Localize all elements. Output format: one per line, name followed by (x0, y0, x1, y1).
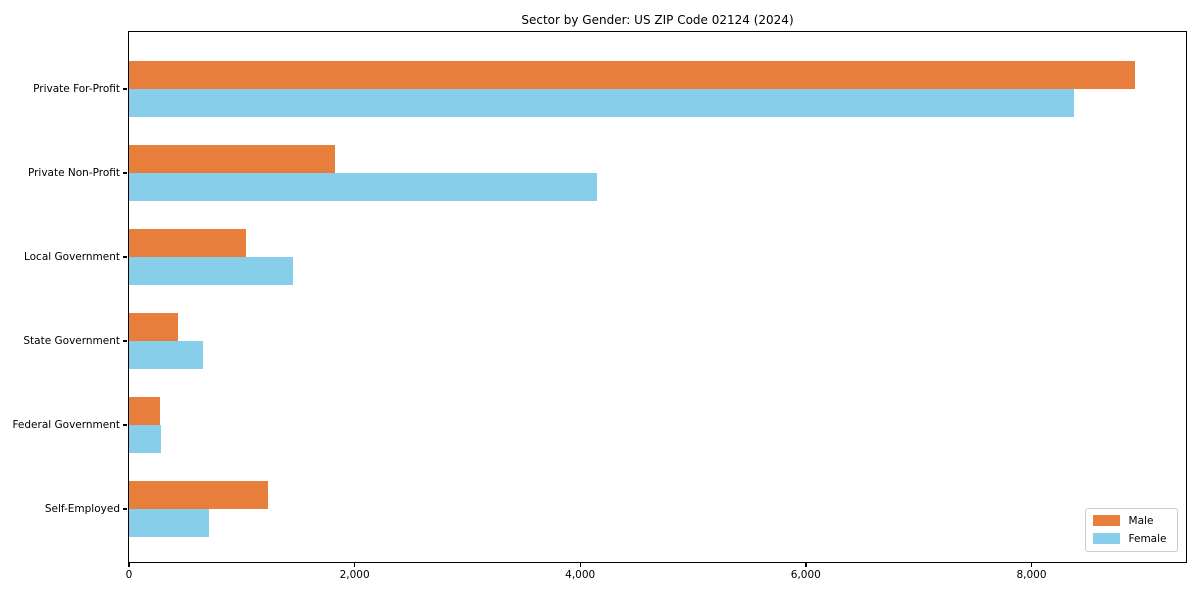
bar-male-1 (128, 144, 335, 173)
x-tick (128, 563, 130, 567)
plot-area: Male Female (127, 30, 1187, 563)
y-tick (123, 88, 127, 90)
y-tick (123, 340, 127, 342)
bar-male-3 (128, 312, 179, 341)
x-tick-label: 0 (125, 569, 133, 581)
y-tick-label: Self-Employed (44, 503, 120, 515)
x-tick-label: 4,000 (565, 569, 596, 581)
y-tick (123, 256, 127, 258)
bar-female-2 (128, 256, 294, 285)
legend-label-male: Male (1128, 514, 1154, 527)
bar-female-0 (128, 88, 1074, 117)
bar-male-0 (128, 60, 1135, 89)
y-tick (123, 508, 127, 510)
y-tick (123, 424, 127, 426)
y-tick-label: Federal Government (12, 419, 120, 431)
y-tick-label: Private Non-Profit (27, 167, 120, 179)
bar-male-4 (128, 396, 161, 425)
x-tick (353, 563, 356, 567)
y-tick-label: State Government (23, 335, 120, 347)
legend-swatch-male (1092, 515, 1120, 526)
chart-title: Sector by Gender: US ZIP Code 02124 (202… (521, 13, 794, 27)
y-tick-label: Local Government (23, 251, 120, 263)
x-tick (805, 563, 807, 567)
x-tick-label: 2,000 (339, 569, 370, 581)
x-tick (579, 563, 581, 567)
bar-male-2 (128, 228, 246, 257)
x-tick-label: 6,000 (790, 569, 821, 581)
x-tick-label: 8,000 (1016, 569, 1047, 581)
x-tick (1030, 563, 1033, 567)
bar-female-4 (128, 424, 162, 453)
legend-item-male: Male (1092, 514, 1167, 527)
legend: Male Female (1084, 507, 1178, 552)
bar-female-5 (128, 508, 210, 537)
bar-female-3 (128, 340, 203, 369)
legend-label-female: Female (1128, 532, 1167, 545)
y-tick (123, 172, 127, 174)
bar-male-5 (128, 480, 269, 509)
bar-female-1 (128, 172, 597, 201)
legend-swatch-female (1092, 533, 1120, 544)
y-tick-label: Private For-Profit (33, 83, 120, 95)
legend-item-female: Female (1092, 532, 1167, 545)
